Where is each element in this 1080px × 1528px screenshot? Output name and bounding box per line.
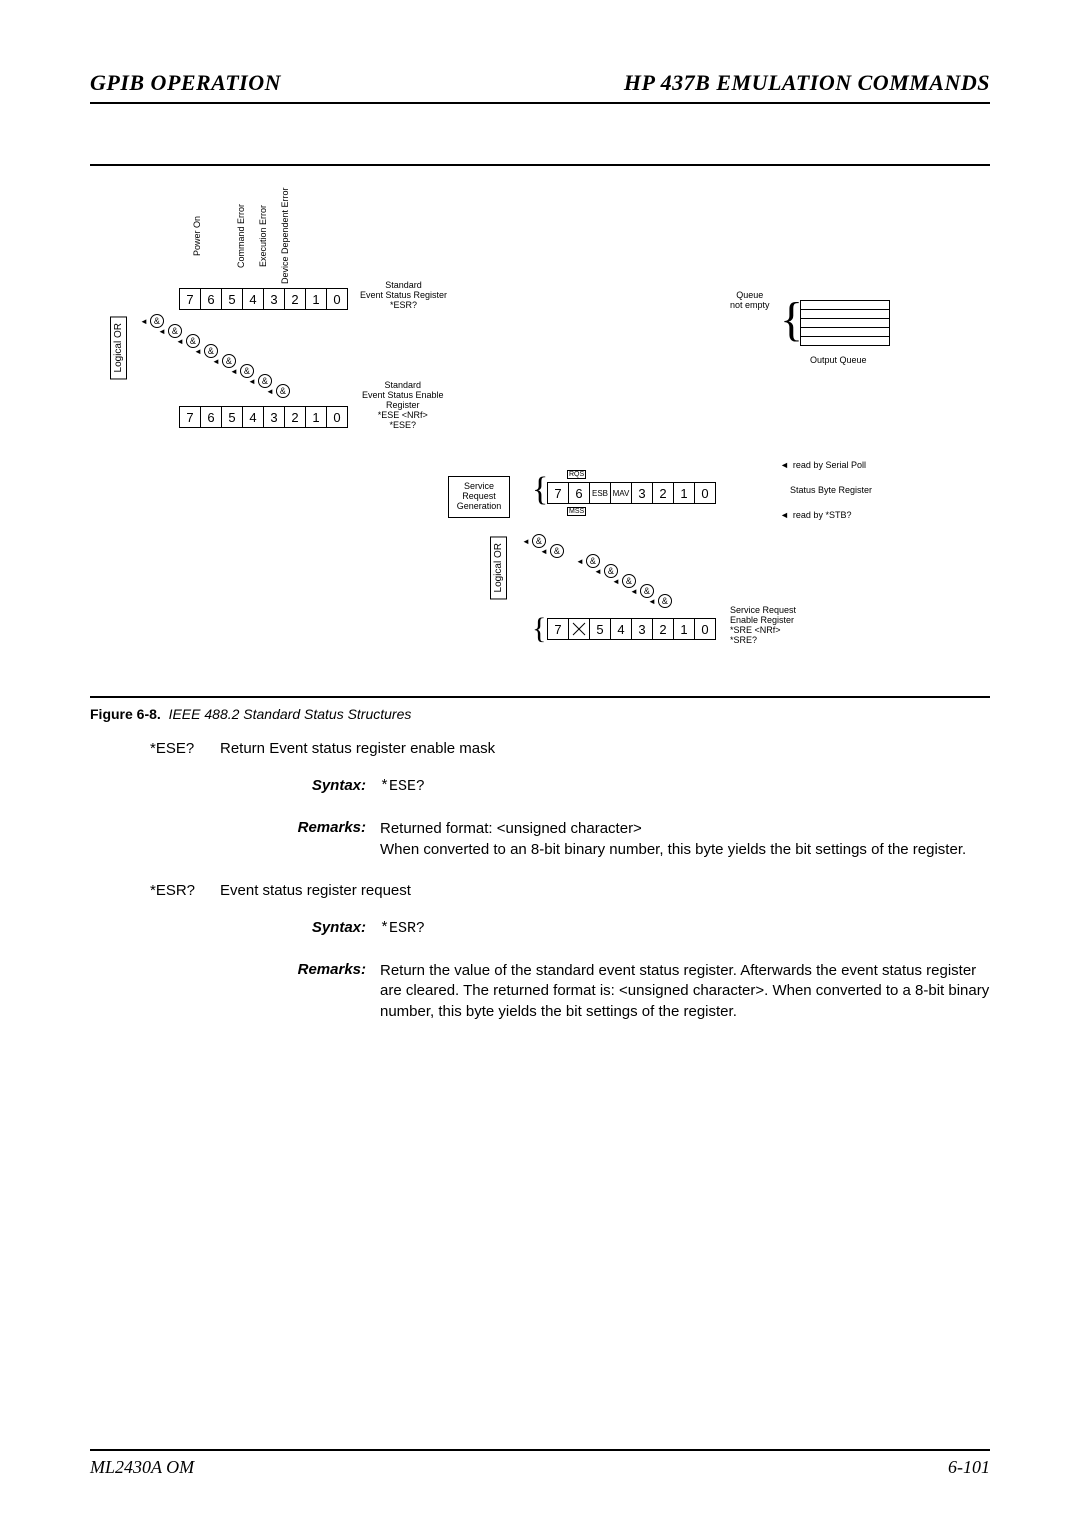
status-bit-1: 1 bbox=[673, 482, 695, 504]
status-diagram: Power On Command Error Execution Error D… bbox=[90, 186, 990, 686]
cmd-desc: Return Event status register enable mask bbox=[220, 740, 990, 757]
bit-label-2 bbox=[290, 186, 312, 286]
remarks-value: Returned format: <unsigned character> Wh… bbox=[380, 819, 990, 860]
syntax-label: Syntax: bbox=[90, 919, 380, 939]
figure-caption: Figure 6-8. IEEE 488.2 Standard Status S… bbox=[90, 706, 990, 722]
remarks-label: Remarks: bbox=[90, 819, 380, 860]
top-bit-5: 5 bbox=[221, 288, 243, 310]
syntax-label: Syntax: bbox=[90, 777, 380, 797]
mid-bit-3: 3 bbox=[263, 406, 285, 428]
status-bit-esb: ESB bbox=[589, 482, 611, 504]
bit-label-3: Device Dependent Error bbox=[268, 186, 290, 286]
top-bit-6: 6 bbox=[200, 288, 222, 310]
header-left: GPIB OPERATION bbox=[90, 70, 281, 96]
logical-or-box: Logical OR bbox=[110, 316, 127, 379]
brace-icon: { bbox=[532, 480, 548, 500]
bottom-bit-5: 5 bbox=[589, 618, 611, 640]
status-bit-3: 3 bbox=[631, 482, 653, 504]
status-bit-0: 0 bbox=[694, 482, 716, 504]
top-bit-2: 2 bbox=[284, 288, 306, 310]
bottom-bit-0: 0 bbox=[694, 618, 716, 640]
cmd-name: *ESR? bbox=[90, 882, 220, 899]
cmd-desc: Event status register request bbox=[220, 882, 990, 899]
mid-bit-2: 2 bbox=[284, 406, 306, 428]
status-byte-label: Status Byte Register bbox=[790, 486, 872, 496]
bottom-bit-x bbox=[568, 618, 590, 640]
bottom-bit-7: 7 bbox=[547, 618, 569, 640]
status-bit-mav: MAV bbox=[610, 482, 632, 504]
mid-bit-6: 6 bbox=[200, 406, 222, 428]
page-footer: ML2430A OM 6-101 bbox=[90, 1449, 990, 1478]
mid-bit-5: 5 bbox=[221, 406, 243, 428]
bottom-bit-2: 2 bbox=[652, 618, 674, 640]
footer-right: 6-101 bbox=[948, 1457, 990, 1478]
top-bit-0: 0 bbox=[326, 288, 348, 310]
sre-label: Service Request Enable Register *SRE <NR… bbox=[730, 606, 796, 646]
bit-label-7: Power On bbox=[180, 186, 202, 286]
remarks-value: Return the value of the standard event s… bbox=[380, 961, 990, 1022]
command-entry-ese: *ESE? Return Event status register enabl… bbox=[90, 740, 990, 860]
syntax-value: *ESR? bbox=[380, 919, 990, 939]
header-right: HP 437B EMULATION COMMANDS bbox=[624, 70, 990, 96]
caption-title: IEEE 488.2 Standard Status Structures bbox=[169, 706, 412, 722]
command-entry-esr: *ESR? Event status register request Synt… bbox=[90, 882, 990, 1022]
service-request-box: Service Request Generation bbox=[448, 476, 510, 518]
mid-bit-0: 0 bbox=[326, 406, 348, 428]
esr-label: Standard Event Status Register *ESR? bbox=[360, 281, 447, 311]
read-serial-label: read by Serial Poll bbox=[780, 461, 866, 471]
bit-label-5: Command Error bbox=[224, 186, 246, 286]
caption-number: Figure 6-8. bbox=[90, 706, 161, 722]
top-bit-1: 1 bbox=[305, 288, 327, 310]
bottom-bit-1: 1 bbox=[673, 618, 695, 640]
remarks-label: Remarks: bbox=[90, 961, 380, 1022]
mid-bit-7: 7 bbox=[179, 406, 201, 428]
brace-icon: { bbox=[532, 620, 546, 638]
mid-bit-4: 4 bbox=[242, 406, 264, 428]
status-bit-7: 7 bbox=[547, 482, 569, 504]
bottom-bit-4: 4 bbox=[610, 618, 632, 640]
logical-or-box-2: Logical OR bbox=[490, 536, 507, 599]
cmd-name: *ESE? bbox=[90, 740, 220, 757]
bottom-bit-3: 3 bbox=[631, 618, 653, 640]
status-bit-2: 2 bbox=[652, 482, 674, 504]
status-bit-6: 6 RQS MSS bbox=[568, 482, 590, 504]
footer-left: ML2430A OM bbox=[90, 1457, 194, 1478]
top-bit-7: 7 bbox=[179, 288, 201, 310]
top-bit-4: 4 bbox=[242, 288, 264, 310]
bit-label-1 bbox=[312, 186, 334, 286]
output-queue-label: Output Queue bbox=[810, 356, 867, 366]
bit-label-0 bbox=[334, 186, 356, 286]
page-header: GPIB OPERATION HP 437B EMULATION COMMAND… bbox=[90, 70, 990, 104]
bit-label-6 bbox=[202, 186, 224, 286]
bit-label-4: Execution Error bbox=[246, 186, 268, 286]
output-queue-lines bbox=[800, 301, 890, 346]
syntax-value: *ESE? bbox=[380, 777, 990, 797]
mid-bit-1: 1 bbox=[305, 406, 327, 428]
figure-area: Power On Command Error Execution Error D… bbox=[90, 164, 990, 698]
top-bit-3: 3 bbox=[263, 288, 285, 310]
and-gate: & bbox=[276, 384, 290, 398]
queue-label: Queue not empty bbox=[730, 291, 770, 311]
read-stb-label: read by *STB? bbox=[780, 511, 851, 521]
ese-label: Standard Event Status Enable Register *E… bbox=[362, 381, 444, 430]
